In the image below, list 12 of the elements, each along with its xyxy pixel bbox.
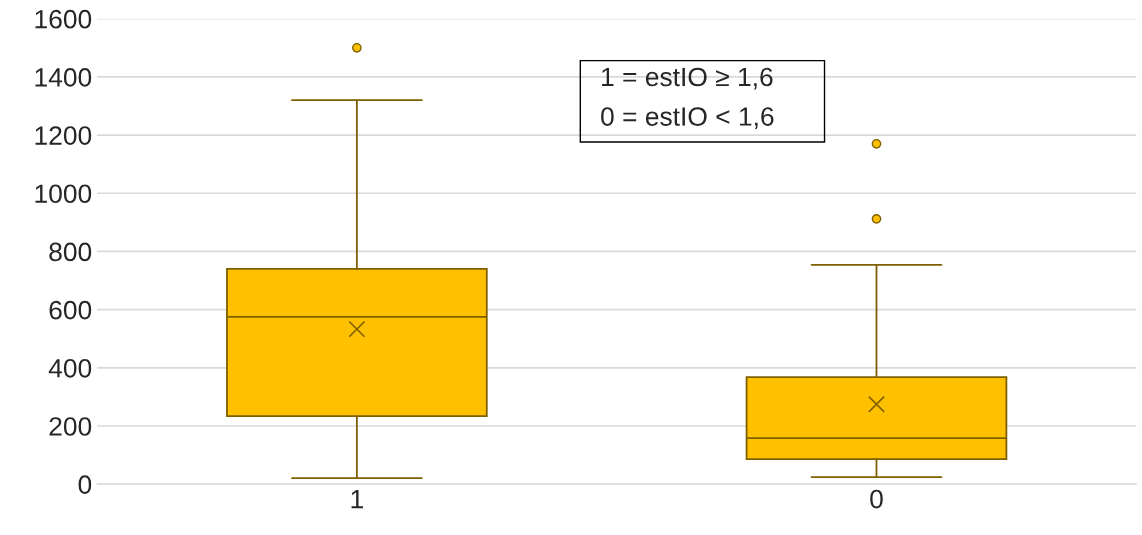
annotation: 1 = estIO ≥ 1,6 [602, 67, 773, 90]
y-tick-label: 0 [78, 475, 92, 494]
annotation: 0 = estIO < 1,6 [601, 107, 774, 129]
y-tick-label: 1600 [35, 9, 92, 29]
y-tick-label: 600 [49, 300, 92, 320]
y-tick-label: 1200 [35, 126, 92, 145]
x-tick-label: 1 [351, 490, 363, 509]
y-tick-label: 1400 [35, 68, 92, 87]
y-tick-label: 200 [49, 417, 92, 436]
y-tick-label: 1000 [35, 184, 92, 204]
y-tick-label: 800 [49, 242, 92, 262]
y-tick-label: 400 [48, 358, 92, 378]
